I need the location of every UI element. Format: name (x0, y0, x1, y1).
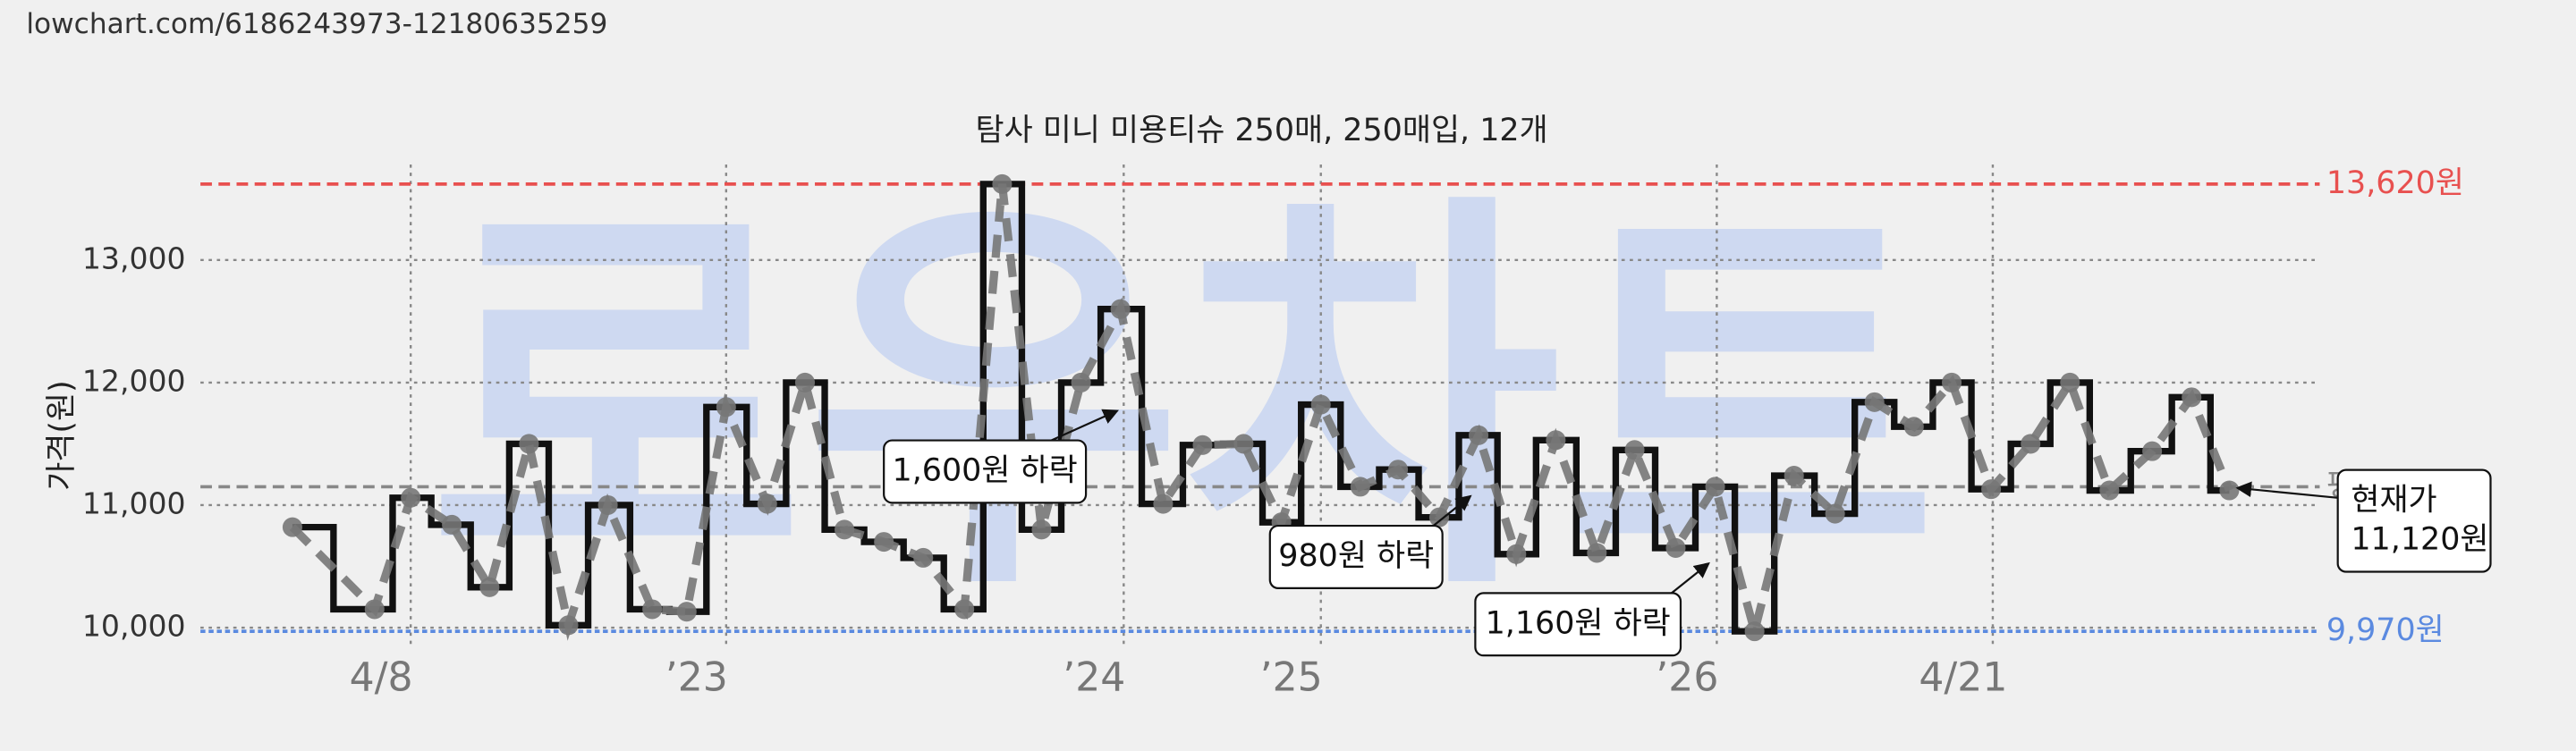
annotation-box (883, 439, 1088, 504)
x-tick-label: ’24 (1063, 655, 1125, 701)
point (597, 494, 618, 515)
point (794, 372, 816, 392)
annotation-text: 현재가 (2351, 483, 2436, 519)
point (1981, 479, 2002, 500)
point (1310, 394, 1331, 415)
point (1469, 425, 1489, 445)
point (1153, 494, 1174, 514)
point (1350, 477, 1370, 497)
point (1388, 460, 1409, 480)
point (1903, 417, 1924, 437)
annotation-box (1474, 592, 1682, 657)
reference-label: 13,620원 (2326, 165, 2464, 201)
annotation-text: 980원 하락 (1278, 538, 1434, 574)
point (874, 532, 894, 553)
point (1705, 477, 1725, 497)
point (2142, 441, 2163, 461)
y-tick-label: 10,000 (82, 609, 186, 644)
point (558, 615, 579, 636)
point (1587, 543, 1607, 563)
point (282, 517, 302, 537)
annotation-arrow (1666, 561, 1710, 597)
point (913, 547, 934, 568)
reference-label: 9,970원 (2326, 612, 2445, 648)
annotation-box (2336, 468, 2492, 573)
point (2219, 480, 2240, 501)
point (1110, 299, 1131, 319)
point (642, 599, 663, 620)
annotation-arrow (1051, 409, 1119, 442)
point (992, 173, 1013, 194)
chart-title: 탐사 미니 미용티슈 250매, 250매입, 12개 (976, 113, 1548, 148)
point (1665, 537, 1686, 558)
point (442, 514, 462, 535)
x-tick-label: ’25 (1260, 655, 1323, 701)
point (364, 599, 385, 620)
point (1506, 544, 1527, 564)
point (2182, 387, 2202, 408)
point (835, 519, 855, 540)
point (1233, 434, 1254, 454)
y-axis-label: 가격(원) (44, 380, 80, 490)
point (1784, 466, 1804, 486)
point (757, 494, 777, 514)
point (1192, 435, 1213, 455)
point (1031, 519, 1052, 540)
point (676, 602, 697, 622)
x-tick-label: 4/8 (350, 655, 413, 701)
point (1825, 503, 1845, 524)
annotation-box (1268, 524, 1444, 589)
point (1942, 372, 1962, 392)
point (1428, 507, 1449, 527)
point (954, 599, 975, 620)
point (1864, 392, 1885, 412)
x-tick-label: ’26 (1656, 655, 1718, 701)
annotation-arrow (2235, 481, 2338, 499)
point (519, 434, 539, 454)
point (1546, 430, 1566, 451)
x-tick-label: ’23 (665, 655, 728, 701)
annotation-text: 11,120원 (2351, 522, 2488, 558)
x-tick-label: 4/21 (1919, 655, 2007, 701)
y-tick-label: 12,000 (82, 363, 186, 398)
point (2099, 480, 2120, 501)
annotation-arrow (1428, 494, 1472, 530)
watermark: 로우차트 (428, 163, 1939, 640)
y-tick-label: 11,000 (82, 485, 186, 520)
point (716, 397, 736, 418)
point (1744, 621, 1765, 642)
point (1071, 372, 1091, 392)
point (1624, 440, 1645, 460)
point (2060, 372, 2080, 392)
annotation-text: 1,160원 하락 (1486, 605, 1671, 641)
point (2021, 434, 2041, 454)
point (479, 577, 500, 597)
y-tick-label: 13,000 (82, 240, 186, 275)
url: lowchart.com/6186243973-12180635259 (26, 8, 607, 40)
annotation-text: 1,600원 하락 (893, 452, 1078, 488)
point (401, 487, 421, 508)
